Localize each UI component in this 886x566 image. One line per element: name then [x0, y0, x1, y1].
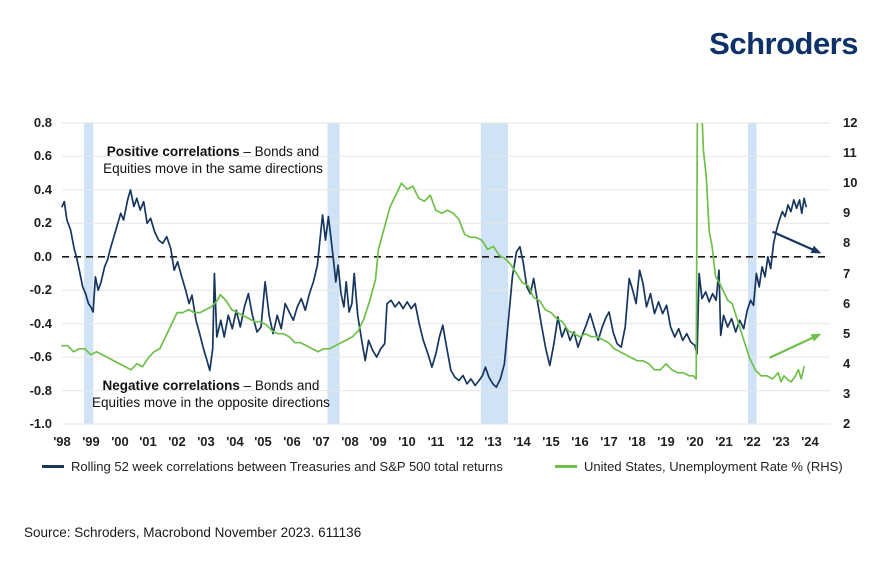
- annotation-positive-correlations: Positive correlations – Bonds and Equiti…: [83, 143, 343, 177]
- x-axis-tick-label: '07: [312, 434, 330, 449]
- source-note: Source: Schroders, Macrobond November 20…: [24, 525, 362, 540]
- right-axis-tick-label: 11: [843, 145, 857, 160]
- x-axis-tick-label: '11: [427, 434, 445, 449]
- legend-item-correlation: Rolling 52 week correlations between Tre…: [42, 458, 503, 475]
- right-axis-tick-label: 8: [843, 235, 851, 250]
- right-axis-tick-label: 10: [843, 175, 858, 190]
- left-axis-tick-label: 0.8: [33, 115, 52, 130]
- right-axis-tick-label: 12: [843, 115, 858, 130]
- annotation-negative-correlations: Negative correlations – Bonds and Equiti…: [77, 377, 345, 411]
- correlation-trend-arrow: [772, 230, 822, 254]
- right-axis-tick-label: 7: [843, 266, 851, 281]
- x-axis-tick-label: '10: [398, 434, 416, 449]
- left-axis-tick-label: 0.2: [33, 215, 52, 230]
- x-axis-tick-label: '05: [254, 434, 272, 449]
- annotation-negative-rest: – Bonds and Equities move in the opposit…: [92, 378, 330, 410]
- correlation-series-line: [61, 189, 807, 389]
- left-axis-tick-label: -0.4: [29, 316, 52, 331]
- legend-label-unemployment: United States, Unemployment Rate % (RHS): [584, 459, 843, 474]
- legend-swatch-unemployment-line: [555, 465, 577, 468]
- annotation-positive-rest: – Bonds and Equities move in the same di…: [103, 144, 323, 176]
- x-axis-tick-label: '20: [686, 434, 704, 449]
- x-axis-tick-label: '18: [628, 434, 646, 449]
- legend-swatch-correlation-line: [42, 465, 64, 468]
- x-axis-tick-label: '09: [369, 434, 387, 449]
- annotation-positive-bold: Positive correlations: [106, 144, 240, 159]
- left-axis-tick-label: -0.8: [29, 383, 52, 398]
- highlight-band: [84, 123, 94, 424]
- left-axis-tick-label: -1.0: [29, 416, 52, 431]
- x-axis-tick-label: '03: [197, 434, 215, 449]
- schroders-logo: Schroders: [709, 26, 858, 61]
- unemployment-trend-arrow: [769, 333, 822, 359]
- left-axis-tick-label: 0.0: [33, 249, 52, 264]
- x-axis-tick-label: '12: [456, 434, 474, 449]
- right-axis-tick-label: 3: [843, 386, 851, 401]
- left-axis-tick-label: -0.6: [29, 349, 52, 364]
- x-axis-tick-label: '22: [743, 434, 761, 449]
- x-axis-tick-label: '24: [801, 434, 819, 449]
- x-axis-tick-label: '02: [168, 434, 186, 449]
- annotation-negative-bold: Negative correlations: [102, 378, 240, 393]
- right-axis-tick-label: 5: [843, 326, 851, 341]
- x-axis-tick-label: '06: [283, 434, 301, 449]
- legend-label-correlation: Rolling 52 week correlations between Tre…: [71, 459, 503, 474]
- highlight-band: [480, 123, 509, 424]
- x-axis-tick-label: '14: [513, 434, 531, 449]
- x-axis-tick-label: '19: [657, 434, 675, 449]
- x-axis-tick-label: '04: [226, 434, 244, 449]
- x-axis-tick-label: '16: [571, 434, 589, 449]
- x-axis-tick-label: '17: [600, 434, 618, 449]
- right-axis-tick-label: 9: [843, 205, 851, 220]
- left-axis-tick-label: 0.4: [33, 182, 52, 197]
- unemployment-series-line: [61, 123, 805, 383]
- x-axis-tick-label: '21: [715, 434, 733, 449]
- x-axis-tick-label: '98: [53, 434, 71, 449]
- x-axis-tick-label: '13: [484, 434, 502, 449]
- left-axis-tick-label: -0.2: [29, 282, 52, 297]
- legend-item-unemployment: United States, Unemployment Rate % (RHS): [555, 458, 843, 475]
- x-axis-tick-label: '01: [139, 434, 157, 449]
- x-axis-tick-label: '99: [82, 434, 100, 449]
- x-axis-tick-label: '15: [542, 434, 560, 449]
- highlight-band: [748, 123, 757, 424]
- right-axis-tick-label: 6: [843, 296, 851, 311]
- right-axis-tick-label: 2: [843, 416, 851, 431]
- left-axis-tick-label: 0.6: [33, 148, 52, 163]
- x-axis-tick-label: '23: [772, 434, 790, 449]
- right-axis-tick-label: 4: [843, 356, 851, 371]
- x-axis-tick-label: '08: [341, 434, 359, 449]
- x-axis-tick-label: '00: [111, 434, 129, 449]
